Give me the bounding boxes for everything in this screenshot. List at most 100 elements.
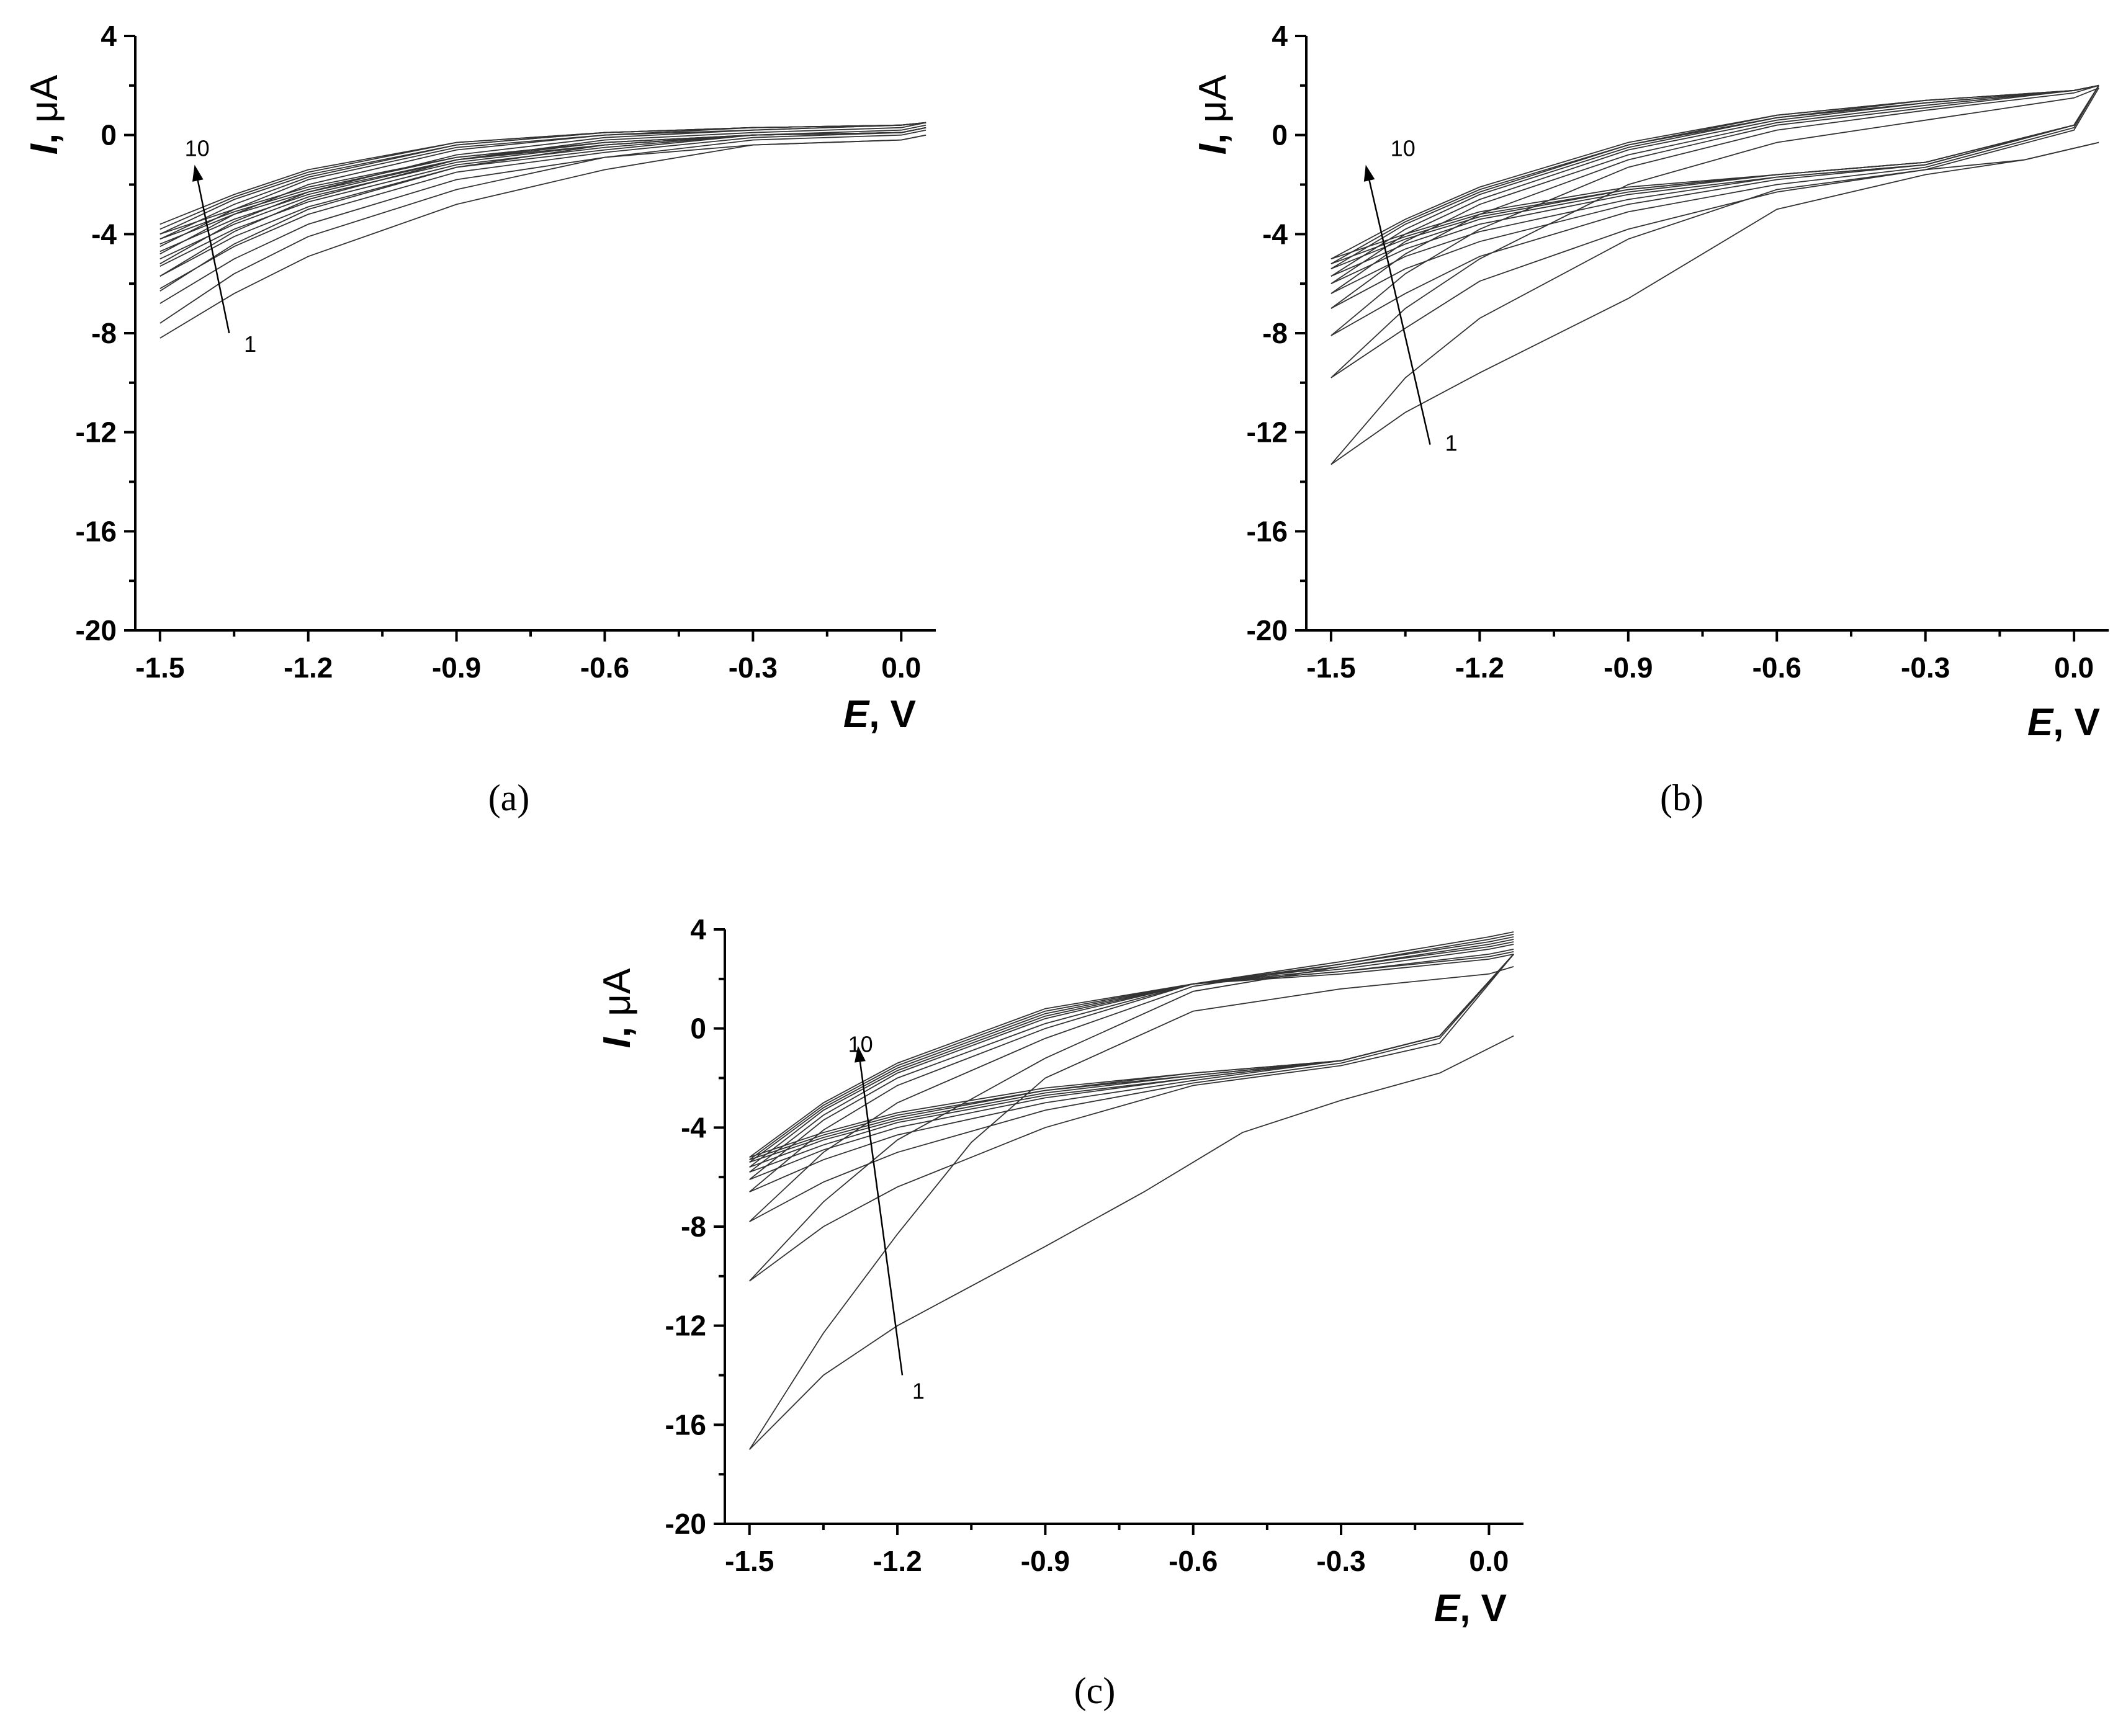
y-tick-label: 4 <box>1272 20 1288 52</box>
cycle-end-label: 10 <box>1391 136 1416 161</box>
panel-label: (c) <box>1074 1670 1116 1711</box>
cv-trace-b-cycle-9-upper <box>1330 84 2099 264</box>
cv-trace-b-cycle-10-upper <box>1330 84 2099 260</box>
cv-trace-c-cycle-8-upper <box>749 949 1514 1163</box>
cv-trace-c-cycle-9-upper <box>749 951 1514 1160</box>
y-tick-label: -12 <box>1247 416 1288 449</box>
y-axis-title: I, μA <box>596 968 639 1048</box>
traces-a <box>159 122 927 339</box>
cv-trace-c-cycle-10-lower <box>749 954 1514 1158</box>
y-tick-label: -12 <box>76 416 117 449</box>
cv-trace-a-cycle-10-lower <box>159 127 927 235</box>
y-tick-label: -16 <box>76 515 117 547</box>
cv-trace-b-cycle-10-lower <box>1330 85 2099 260</box>
cycle-arrow-line <box>197 180 230 334</box>
x-axis-title: E, V <box>1434 1587 1507 1630</box>
y-tick-label: -16 <box>665 1408 706 1441</box>
x-tick-label: -1.2 <box>284 651 333 684</box>
cycle-arrow-head <box>192 164 204 182</box>
cv-trace-a-cycle-2-lower <box>159 129 927 304</box>
cv-trace-b-cycle-4-lower <box>1330 85 2099 309</box>
cycle-end-label: 10 <box>848 1032 873 1057</box>
x-tick-label: -0.6 <box>580 651 629 684</box>
cycle-start-label: 1 <box>912 1378 925 1403</box>
cv-trace-c-cycle-3-lower <box>749 954 1514 1222</box>
y-tick-label: -8 <box>681 1210 706 1243</box>
y-tick-label: 4 <box>101 20 117 52</box>
panel-a: -1.5 -1.2 -0.9 -0.6 -0.3 0.0 4 0 -4 -8 -12 -16 -20 E,… <box>23 20 936 818</box>
cycle-arrow-line <box>1368 180 1431 445</box>
y-tick-label: -8 <box>1262 317 1288 349</box>
cv-trace-b-cycle-1-lower <box>1330 141 2099 465</box>
cv-trace-c-cycle-6-upper <box>749 941 1514 1173</box>
cycle-start-label: 1 <box>1445 431 1457 456</box>
cycle-start-label: 1 <box>244 331 256 357</box>
y-tick-label: -4 <box>681 1111 706 1143</box>
cv-trace-a-cycle-1-lower <box>159 134 927 339</box>
cv-trace-c-cycle-2-upper <box>749 939 1514 1282</box>
cv-trace-c-cycle-6-lower <box>749 954 1514 1173</box>
cv-trace-c-cycle-1-upper <box>748 966 1514 1450</box>
panel-c: -1.5 -1.2 -0.9 -0.6 -0.3 0.0 4 0 -4 -8 -12 -16 -20 E,… <box>596 913 1523 1711</box>
y-tick-label: 0 <box>1272 119 1288 151</box>
y-tick-label: 0 <box>690 1013 706 1045</box>
y-tick-label: -8 <box>91 317 117 349</box>
cycle-end-label: 10 <box>185 136 210 161</box>
y-tick-label: -20 <box>665 1508 706 1540</box>
x-tick-label: -0.9 <box>1021 1545 1070 1577</box>
x-tick-label: -0.3 <box>1316 1545 1365 1577</box>
axes-b <box>1305 36 2109 632</box>
axes-c <box>724 929 1523 1525</box>
x-tick-label: -0.3 <box>1901 651 1950 684</box>
x-tick-label: -0.6 <box>1169 1545 1218 1577</box>
cv-trace-b-cycle-8-lower <box>1330 85 2099 270</box>
y-tick-label: -4 <box>1262 218 1288 250</box>
y-tick-label: -20 <box>1247 614 1288 647</box>
x-axis-title: E, V <box>2027 701 2100 744</box>
x-tick-label: 0.0 <box>2054 651 2094 684</box>
cv-trace-c-cycle-1-lower <box>749 1035 1514 1450</box>
cv-trace-c-cycle-2-lower <box>749 954 1514 1282</box>
cv-trace-c-cycle-5-upper <box>749 936 1514 1180</box>
x-tick-label: -1.5 <box>1306 651 1355 684</box>
panel-label: (a) <box>488 777 530 818</box>
cycle-arrow-head <box>1363 164 1375 182</box>
cv-trace-b-cycle-2-upper <box>1330 87 2099 378</box>
x-tick-label: -1.2 <box>1455 651 1504 684</box>
x-axis-title: E, V <box>843 693 916 736</box>
cv-trace-c-cycle-3-upper <box>749 934 1514 1222</box>
y-tick-label: -20 <box>76 614 117 647</box>
cv-trace-c-cycle-7-upper <box>749 944 1514 1168</box>
cv-trace-b-cycle-3-upper <box>1330 84 2099 336</box>
cv-trace-b-cycle-4-upper <box>1330 84 2099 309</box>
x-tick-label: -0.3 <box>729 651 778 684</box>
x-tick-label: -0.6 <box>1752 651 1802 684</box>
panel-label: (b) <box>1660 777 1703 818</box>
y-axis-title: I, μA <box>23 74 66 154</box>
y-tick-label: 4 <box>690 913 706 946</box>
y-tick-label: -4 <box>91 218 117 250</box>
cv-trace-a-cycle-9-upper <box>159 122 927 230</box>
cycle-arrow-head <box>855 1045 866 1063</box>
x-tick-label: 0.0 <box>881 651 921 684</box>
cv-trace-c-cycle-10-upper <box>749 954 1514 1158</box>
cv-trace-a-cycle-10-upper <box>159 122 927 225</box>
x-tick-label: -0.9 <box>1604 651 1653 684</box>
cv-trace-b-cycle-1-upper <box>1330 141 2099 465</box>
cv-trace-b-cycle-8-upper <box>1330 84 2099 269</box>
traces-b <box>1330 84 2099 465</box>
y-tick-label: -16 <box>1247 515 1288 547</box>
panel-b: -1.5 -1.2 -0.9 -0.6 -0.3 0.0 4 0 -4 -8 -12 -16 -20 E,… <box>1191 20 2109 818</box>
cv-trace-b-cycle-3-lower <box>1330 85 2099 336</box>
traces-c <box>748 931 1514 1450</box>
y-tick-label: -12 <box>665 1310 706 1342</box>
cv-trace-b-cycle-2-lower <box>1330 87 2099 378</box>
x-tick-label: 0.0 <box>1469 1545 1509 1577</box>
cv-trace-a-cycle-5-upper <box>159 122 927 255</box>
x-tick-label: -1.5 <box>725 1545 774 1577</box>
cv-trace-c-cycle-4-lower <box>749 954 1514 1192</box>
cv-trace-a-cycle-8-upper <box>159 122 927 235</box>
x-tick-label: -1.5 <box>135 651 184 684</box>
cv-trace-b-cycle-9-lower <box>1330 85 2099 265</box>
